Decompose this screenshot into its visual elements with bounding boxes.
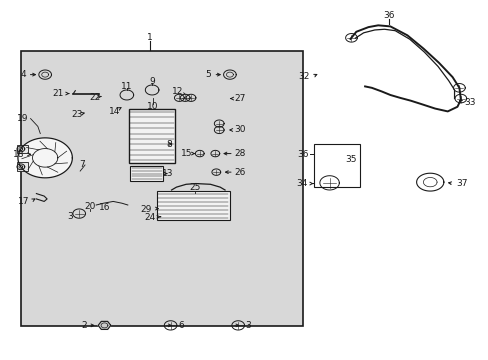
Text: 22: 22 [89, 93, 100, 102]
Text: 15: 15 [181, 149, 192, 158]
Text: 23: 23 [71, 111, 82, 120]
Text: 33: 33 [463, 98, 475, 107]
Text: 26: 26 [234, 168, 245, 177]
Bar [313, 144, 359, 187]
Text: 36: 36 [383, 11, 394, 20]
Text: 29: 29 [141, 205, 152, 214]
Text: 5: 5 [205, 70, 211, 79]
Text: 11: 11 [121, 82, 132, 91]
Text: 9: 9 [149, 77, 155, 86]
Text: 18: 18 [13, 150, 25, 159]
Text: 10: 10 [147, 102, 159, 111]
Text: 2: 2 [81, 321, 87, 330]
Text: 6: 6 [179, 321, 184, 330]
Text: 37: 37 [455, 179, 467, 188]
Text: 19: 19 [17, 114, 28, 123]
Text: 17: 17 [18, 197, 30, 206]
Bar [17, 162, 28, 171]
Text: 12: 12 [171, 87, 183, 96]
Text: 1: 1 [146, 33, 152, 42]
Text: 28: 28 [234, 149, 245, 158]
Text: 34: 34 [296, 179, 307, 188]
Text: 32: 32 [298, 72, 309, 81]
Text: 13: 13 [162, 169, 173, 178]
Bar [130, 166, 163, 181]
Text: 20: 20 [84, 202, 95, 211]
Text: 14: 14 [109, 107, 120, 116]
Bar [21, 51, 302, 327]
Text: 4: 4 [20, 70, 26, 79]
Bar [157, 192, 229, 220]
Text: 3: 3 [245, 321, 251, 330]
Bar [128, 109, 175, 163]
Text: 27: 27 [234, 94, 245, 103]
Text: 30: 30 [234, 126, 246, 135]
Polygon shape [18, 138, 72, 178]
Text: 7: 7 [79, 161, 85, 170]
Text: 24: 24 [144, 213, 156, 222]
Text: 25: 25 [189, 183, 200, 192]
Text: 8: 8 [166, 140, 172, 149]
Text: 36: 36 [297, 150, 308, 159]
Text: 21: 21 [52, 89, 63, 98]
Text: 16: 16 [99, 203, 110, 212]
Polygon shape [98, 321, 111, 329]
Text: 35: 35 [345, 155, 356, 164]
Bar [17, 145, 28, 153]
Text: 3: 3 [67, 212, 73, 221]
